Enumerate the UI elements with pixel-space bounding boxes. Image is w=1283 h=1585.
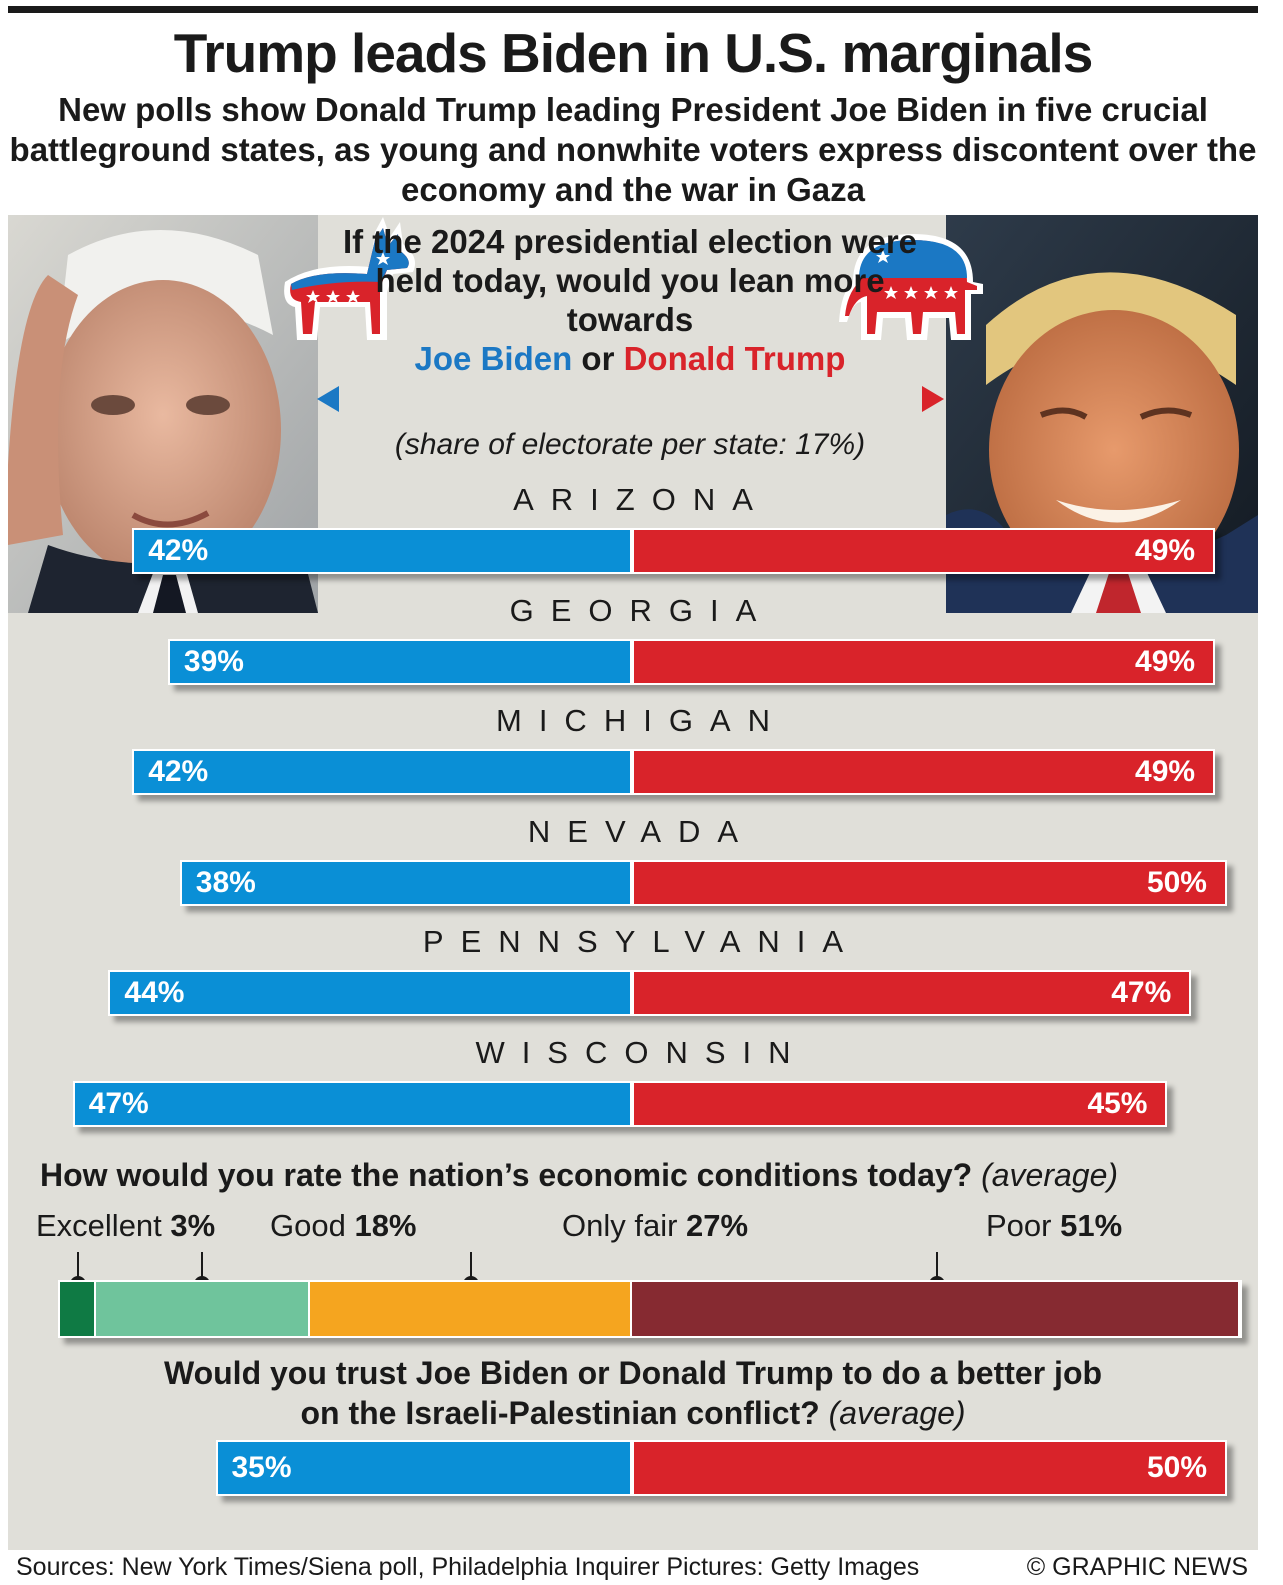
trump-bar: 50%: [632, 1440, 1227, 1496]
econ-label-excellent: Excellent 3%: [36, 1208, 215, 1244]
state-bar-georgia: 39% 49%: [167, 638, 1216, 685]
trust-bar: 35% 50%: [215, 1440, 1227, 1496]
arrow-left-icon: [317, 386, 339, 412]
state-bar-michigan: 42% 49%: [132, 749, 1216, 796]
or-word: or: [581, 340, 615, 377]
electorate-note: (share of electorate per state: 17%): [394, 428, 866, 461]
biden-photo: [8, 215, 318, 613]
sources-text: Sources: New York Times/Siena poll, Phil…: [16, 1553, 920, 1581]
econ-label-name: Good: [270, 1208, 355, 1243]
poll-question-text: If the 2024 presidential election were h…: [342, 223, 918, 338]
econ-pin-line: [77, 1252, 79, 1278]
copyright-text: © GRAPHIC NEWS: [1026, 1553, 1248, 1581]
econ-label-name: Poor: [986, 1208, 1061, 1243]
state-bar-wisconsin: 47% 45%: [72, 1081, 1168, 1127]
trust-question-line2: on the Israeli-Palestinian conflict?: [300, 1395, 820, 1431]
trump-bar: 50%: [631, 859, 1227, 906]
biden-bar: 44%: [108, 970, 632, 1017]
biden-bar: 35%: [215, 1440, 632, 1496]
econ-label-value: 3%: [170, 1208, 216, 1243]
footer: Sources: New York Times/Siena poll, Phil…: [0, 1552, 1283, 1585]
donkey-icon: [284, 217, 416, 340]
page-title: Trump leads Biden in U.S. marginals: [173, 22, 1094, 84]
state-label-wisconsin: WISCONSIN: [475, 1035, 808, 1070]
state-label-pennsylvania: PENNSYLVANIA: [422, 924, 861, 960]
page-subtitle: New polls show Donald Trump leading Pres…: [9, 91, 1257, 208]
econ-stacked-bar: [58, 1280, 1242, 1338]
state-bar-nevada: 38% 50%: [179, 859, 1227, 906]
arrow-right-icon: [922, 386, 944, 412]
econ-pin-line: [469, 1252, 472, 1278]
state-label-nevada: NEVADA: [527, 813, 756, 849]
econ-question-text: How would you rate the nation’s economic…: [40, 1157, 973, 1193]
trust-note: (average): [828, 1395, 966, 1431]
econ-label-only-fair: Only fair 27%: [562, 1208, 748, 1244]
trump-bar: 49%: [631, 528, 1216, 574]
biden-bar: 47%: [72, 1081, 632, 1127]
trump-bar: 47%: [631, 970, 1192, 1017]
trump-bar: 49%: [631, 638, 1216, 685]
state-label-arizona: ARIZONA: [513, 482, 770, 517]
trust-question-line1: Would you trust Joe Biden or Donald Trum…: [163, 1355, 1103, 1391]
biden-bar: 42%: [132, 749, 632, 796]
econ-label-good: Good 18%: [270, 1208, 417, 1244]
econ-note: (average): [981, 1157, 1119, 1193]
econ-pin-line: [200, 1252, 203, 1278]
state-label-georgia: GEORGIA: [509, 592, 774, 628]
econ-segment-only-fair: [310, 1282, 633, 1336]
econ-label-value: 27%: [686, 1208, 749, 1243]
econ-segment-good: [95, 1282, 311, 1336]
trump-bar: 45%: [631, 1081, 1168, 1127]
econ-label-poor: Poor 51%: [986, 1208, 1122, 1244]
biden-bar: 39%: [167, 638, 632, 685]
state-bar-pennsylvania: 44% 47%: [108, 970, 1192, 1017]
econ-pin-line: [936, 1252, 939, 1278]
elephant-icon: [839, 234, 983, 340]
state-bar-arizona: 42% 49%: [132, 528, 1216, 574]
trump-name: Donald Trump: [623, 340, 846, 377]
biden-bar: 38%: [179, 859, 632, 906]
top-rule: [8, 6, 1258, 13]
trump-bar: 49%: [631, 749, 1216, 796]
state-label-michigan: MICHIGAN: [496, 703, 787, 739]
econ-label-name: Excellent: [36, 1208, 171, 1243]
biden-name: Joe Biden: [414, 340, 573, 377]
econ-label-value: 51%: [1060, 1208, 1123, 1243]
econ-label-name: Only fair: [562, 1208, 687, 1243]
econ-segment-excellent: [60, 1282, 96, 1336]
econ-label-value: 18%: [354, 1208, 417, 1243]
econ-question: How would you rate the nation’s economic…: [40, 1157, 1118, 1194]
biden-bar: 42%: [132, 528, 632, 574]
poll-question: If the 2024 presidential election were h…: [330, 222, 930, 378]
econ-segment-poor: [632, 1282, 1240, 1336]
trust-question: Would you trust Joe Biden or Donald Trum…: [0, 1353, 1266, 1433]
